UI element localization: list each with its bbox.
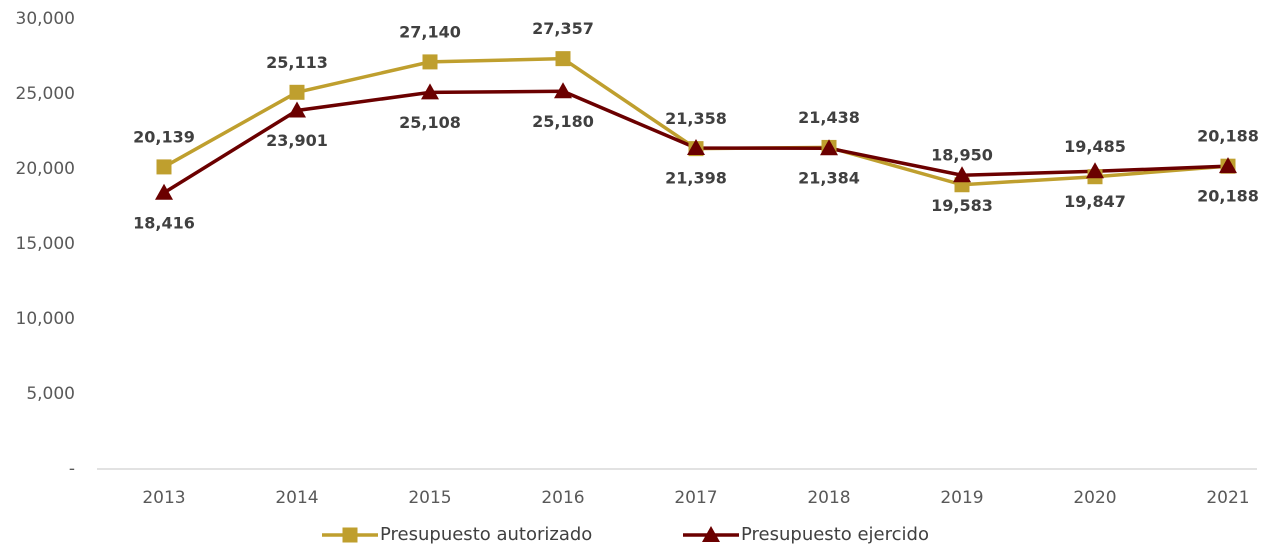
data-label: 20,188 [1197, 187, 1259, 206]
marker [288, 101, 306, 118]
marker [702, 526, 720, 542]
data-label: 21,398 [665, 169, 727, 188]
marker [156, 159, 172, 175]
marker [1219, 157, 1237, 174]
y-tick-label: 10,000 [16, 309, 75, 329]
data-label: 20,139 [133, 127, 195, 146]
x-tick-label: 2016 [541, 488, 584, 508]
data-label: 21,384 [798, 169, 860, 188]
data-label: 20,188 [1197, 127, 1259, 146]
y-tick-label: 25,000 [16, 84, 75, 104]
marker [289, 84, 305, 100]
legend-label: Presupuesto ejercido [741, 524, 929, 545]
marker [421, 83, 439, 100]
x-tick-label: 2021 [1206, 488, 1249, 508]
data-label: 19,485 [1064, 137, 1126, 156]
data-label: 18,950 [931, 145, 993, 164]
y-tick-label: 20,000 [16, 159, 75, 179]
y-tick-label: - [69, 459, 75, 479]
x-tick-label: 2020 [1073, 488, 1116, 508]
marker [422, 54, 438, 70]
data-label: 19,847 [1064, 192, 1126, 211]
marker [555, 51, 571, 67]
data-label: 19,583 [931, 196, 993, 215]
x-tick-label: 2019 [940, 488, 983, 508]
data-label: 23,901 [266, 131, 328, 150]
x-tick-label: 2015 [408, 488, 451, 508]
marker [953, 166, 971, 183]
data-label: 27,357 [532, 19, 594, 38]
marker [687, 139, 705, 156]
data-label: 18,416 [133, 213, 195, 232]
marker [155, 183, 173, 200]
data-label: 27,140 [399, 22, 461, 41]
x-tick-label: 2017 [674, 488, 717, 508]
data-label: 25,108 [399, 113, 461, 132]
x-tick-label: 2018 [807, 488, 850, 508]
marker [554, 82, 572, 99]
data-label: 21,358 [665, 109, 727, 128]
data-label: 25,113 [266, 53, 328, 72]
y-tick-label: 30,000 [16, 9, 75, 29]
marker [820, 139, 838, 156]
x-tick-label: 2014 [275, 488, 318, 508]
y-tick-label: 15,000 [16, 234, 75, 254]
y-tick-label: 5,000 [26, 384, 75, 404]
legend-label: Presupuesto autorizado [380, 524, 592, 545]
marker [1086, 162, 1104, 179]
data-label: 25,180 [532, 112, 594, 131]
marker [342, 527, 358, 543]
x-tick-label: 2013 [142, 488, 185, 508]
data-label: 21,438 [798, 108, 860, 127]
